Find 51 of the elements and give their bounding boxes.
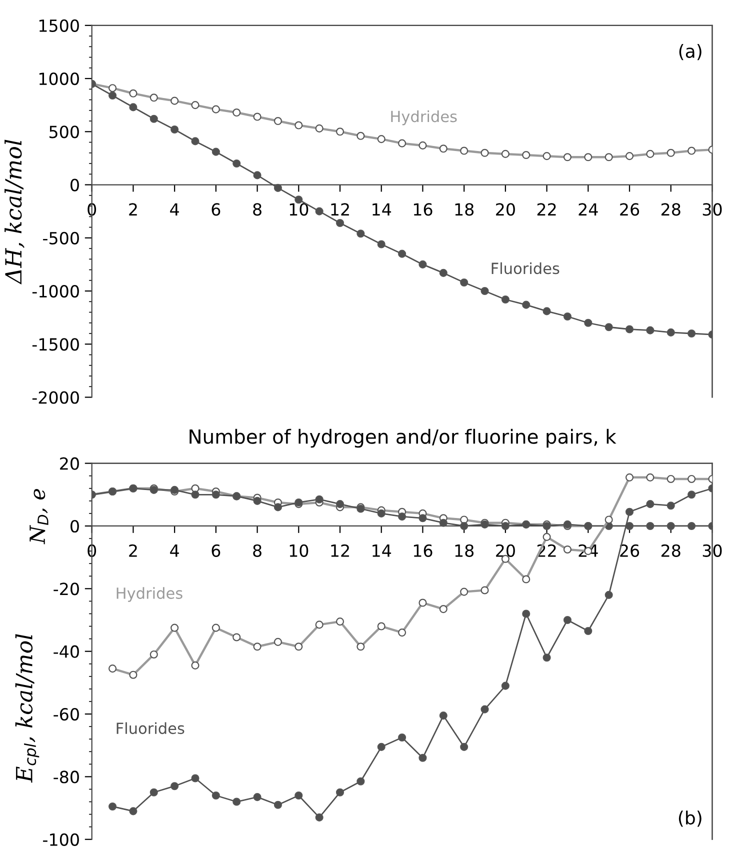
x-tick-label: 16: [414, 544, 432, 557]
y-tick-label: 1500: [39, 19, 79, 32]
y-tick-label: -2000: [32, 391, 79, 404]
x-tick-label: 8: [253, 544, 262, 557]
x-tick-label: 26: [620, 203, 640, 216]
x-tick-label: 4: [170, 544, 179, 557]
x-tick-label: 2: [129, 203, 137, 216]
x-tick-label: 12: [331, 544, 349, 557]
text: N$_{D}$, e: [30, 489, 48, 544]
y-tick-label: -100: [43, 833, 79, 846]
annotation: (a): [679, 44, 702, 60]
x-tick-label: 20: [496, 203, 515, 216]
x-tick-label: 14: [372, 203, 392, 216]
y-tick-label: 0: [70, 178, 79, 192]
y-tick-label: 0: [70, 520, 79, 533]
annotation: (b): [678, 810, 702, 827]
y-axis-title: E$_{cpl}$, kcal/mol: [15, 634, 40, 783]
x-tick-label: 6: [212, 544, 220, 557]
series-label: Hydrides: [116, 587, 182, 602]
x-axis-title: Number of hydrogen and/or fluorine pairs, k: [190, 428, 616, 448]
y-axis-title: ΔH, kcal/mol: [4, 140, 24, 284]
x-tick-label: 6: [212, 203, 220, 216]
text: Fluorides: [116, 722, 184, 734]
y-tick-label: 1000: [39, 72, 79, 86]
y-tick-label: -80: [54, 770, 79, 784]
x-tick-label: 16: [414, 203, 432, 216]
x-tick-label: 12: [331, 203, 349, 216]
y-tick-label: -500: [43, 232, 79, 244]
x-tick-label: 2: [129, 544, 137, 557]
x-tick-label: 28: [661, 544, 680, 557]
y-tick-label: -1500: [32, 338, 79, 351]
x-tick-label: 28: [661, 203, 680, 216]
series-label: Fluorides: [492, 262, 560, 274]
x-tick-label: 22: [537, 203, 556, 216]
x-tick-label: 26: [620, 544, 640, 557]
y-tick-label: -20: [54, 582, 79, 596]
x-tick-label: 8: [253, 203, 262, 216]
x-tick-label: 18: [455, 203, 474, 216]
x-tick-label: 14: [372, 544, 392, 557]
x-tick-label: 24: [578, 203, 598, 216]
series-label: Hydrides: [391, 110, 457, 126]
y-tick-label: 20: [60, 457, 79, 470]
x-tick-label: 10: [290, 203, 308, 216]
y-tick-label: -1000: [32, 284, 79, 298]
x-tick-label: 20: [496, 544, 515, 557]
x-tick-label: 4: [170, 203, 179, 216]
y-tick-label: -60: [54, 708, 79, 721]
x-tick-label: 10: [290, 544, 308, 557]
y-tick-label: 500: [50, 126, 79, 138]
x-tick-label: 18: [455, 544, 474, 557]
y-tick-label: -40: [54, 645, 79, 658]
